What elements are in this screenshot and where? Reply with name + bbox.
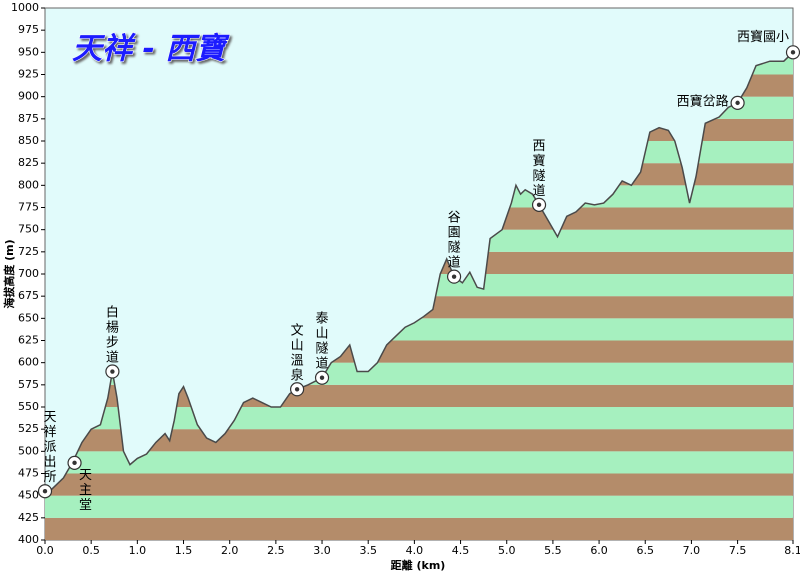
plot-area (44, 7, 794, 541)
annotation-marker-dot (536, 202, 542, 208)
annotation-marker-dot (790, 50, 796, 55)
y-tick-label: 725 (18, 245, 39, 258)
y-tick-label: 575 (18, 378, 39, 391)
annotation-marker-dot (110, 369, 115, 374)
x-tick-label: 2.0 (221, 544, 239, 557)
y-tick-label: 475 (18, 467, 39, 480)
x-tick-label: 5.5 (544, 544, 562, 557)
annotation-label: 天主堂 (79, 467, 92, 512)
x-tick-label: 6.5 (636, 544, 654, 557)
x-tick-label: 4.5 (452, 544, 470, 557)
y-tick-label: 925 (18, 68, 39, 81)
x-tick-label: 2.5 (267, 544, 285, 557)
y-tick-label: 875 (18, 112, 39, 125)
y-tick-label: 750 (18, 223, 39, 236)
annotation-marker-dot (451, 274, 457, 279)
annotation-label: 白楊步道 (106, 304, 119, 365)
y-tick-label: 850 (18, 134, 39, 147)
y-tick-label: 1000 (11, 1, 39, 14)
annotation-marker-dot (294, 387, 300, 392)
y-tick-label: 450 (18, 489, 39, 502)
y-tick-label: 800 (18, 178, 39, 191)
x-tick-label: 3.0 (313, 544, 331, 557)
annotation-marker-dot (72, 460, 77, 466)
x-tick-label: 7.5 (729, 544, 747, 557)
y-tick-label: 425 (18, 511, 39, 524)
elevation-band (45, 495, 793, 518)
x-tick-label: 1.0 (129, 544, 147, 557)
elevation-band (45, 517, 793, 540)
annotation-label: 天祥派出所 (43, 410, 56, 485)
annotation-marker-dot (42, 489, 48, 494)
y-tick-label: 550 (18, 400, 39, 413)
y-tick-label: 525 (18, 422, 39, 435)
annotation-label: 西寶岔路 (677, 93, 729, 109)
x-tick-label: 0.5 (82, 544, 100, 557)
annotation-label: 西寶隧道 (533, 138, 546, 198)
y-tick-label: 950 (18, 45, 39, 58)
chart-title: 天祥 - 西寶 (72, 32, 230, 67)
y-tick-label: 400 (18, 533, 39, 546)
y-tick-label: 500 (18, 444, 39, 457)
y-tick-label: 975 (18, 23, 39, 36)
y-tick-label: 650 (18, 311, 39, 324)
elevation-band (45, 429, 793, 452)
annotation-label: 文山溫泉 (291, 323, 304, 383)
elevation-band (45, 451, 793, 474)
y-tick-label: 600 (18, 356, 39, 369)
x-tick-label: 4.0 (406, 544, 424, 557)
y-tick-label: 675 (18, 289, 39, 302)
y-axis-label: 海拔高度 (m) (2, 239, 16, 308)
elevation-line (44, 51, 794, 497)
x-tick-label: 0.0 (36, 544, 54, 557)
x-tick-label: 7.0 (683, 544, 701, 557)
x-tick-label: 6.0 (590, 544, 608, 557)
y-tick-label: 825 (18, 156, 39, 169)
annotation-marker-dot (319, 375, 325, 380)
y-tick-label: 625 (18, 334, 39, 347)
annotation-label: 西寶國小 (737, 29, 789, 45)
y-tick-label: 700 (18, 267, 39, 280)
x-tick-label: 3.5 (359, 544, 377, 557)
y-tick-label: 900 (18, 90, 39, 103)
x-tick-label: 1.5 (175, 544, 193, 557)
x-axis-label: 距離 (km) (391, 558, 446, 572)
elevation-band (45, 473, 793, 496)
annotation-label: 泰山隧道 (316, 311, 329, 371)
annotation-marker-dot (735, 100, 740, 106)
y-tick-label: 775 (18, 201, 39, 214)
x-tick-label: 5.0 (498, 544, 516, 557)
x-tick-label: 8.1 (784, 544, 800, 557)
annotation-label: 谷園隧道 (448, 210, 461, 270)
